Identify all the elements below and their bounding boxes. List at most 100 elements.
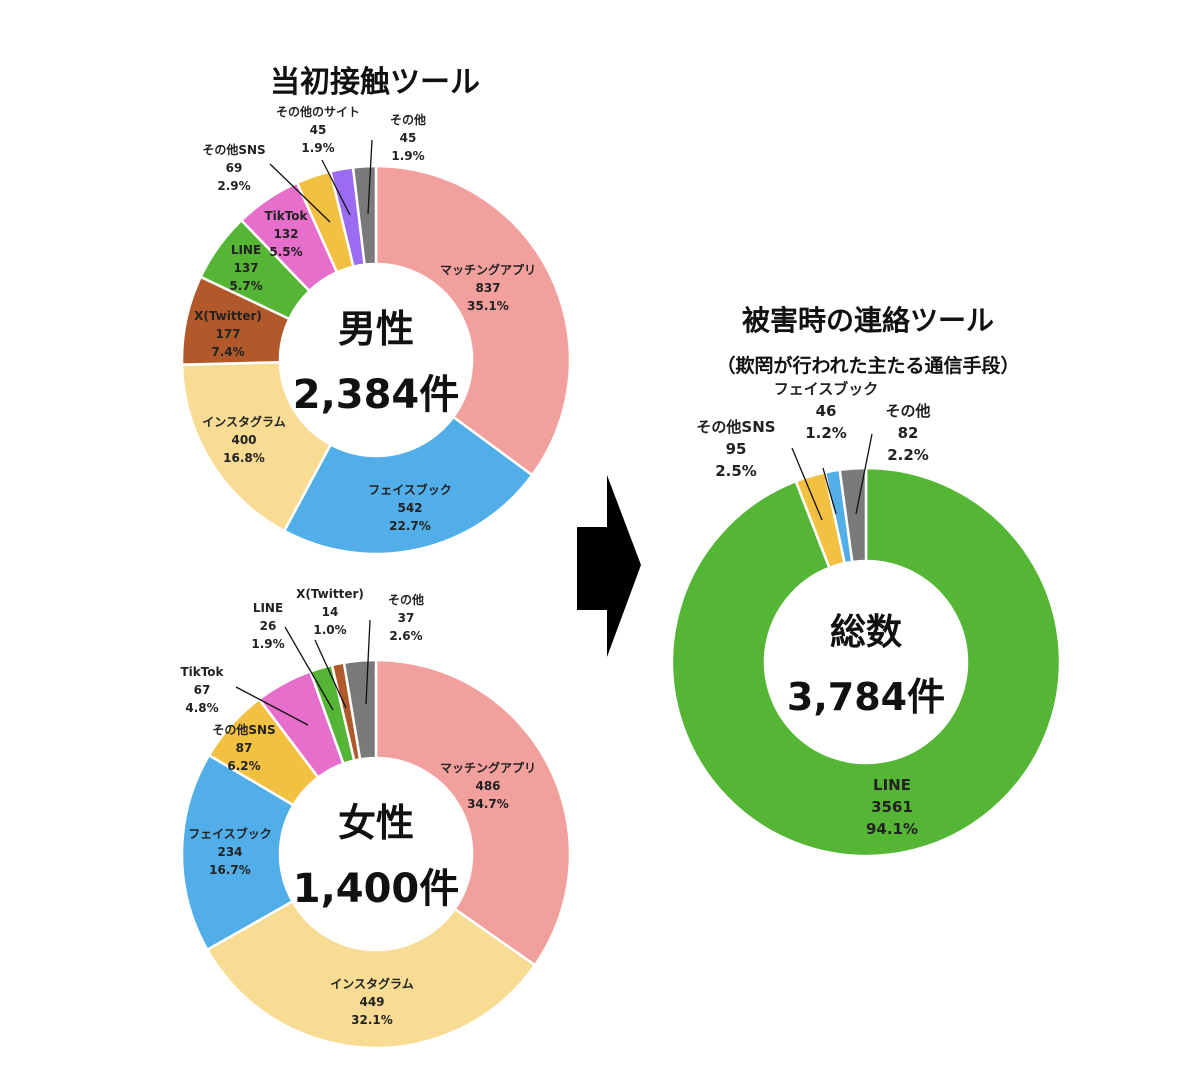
slice-label-name: LINE	[873, 776, 911, 794]
slice-label-value: 82	[898, 424, 919, 442]
slice-label-name: その他	[390, 112, 426, 127]
slice-label-percent: 94.1%	[866, 820, 918, 838]
slice-label-other-site: その他のサイト 45 1.9%	[276, 104, 360, 216]
slice-label-value: 837	[475, 281, 500, 295]
leader-line	[235, 686, 309, 726]
slice-label-name: マッチングアプリ	[440, 760, 536, 775]
slice-label-percent: 6.2%	[227, 759, 260, 773]
slice-label-percent: 4.8%	[185, 701, 218, 715]
center-label: 総数	[830, 612, 902, 653]
slice-label-other-sns: その他SNS 95 2.5%	[696, 418, 823, 521]
slice-facebook	[282, 415, 534, 556]
right-title: 被害時の連絡ツール	[742, 304, 994, 337]
left-title: 当初接触ツール	[270, 65, 480, 100]
slice-label-name: その他SNS	[696, 418, 775, 436]
leader-line	[284, 626, 334, 711]
slice-label-percent: 1.2%	[805, 424, 847, 442]
slice-label-facebook: フェイスブック 542 22.7%	[368, 482, 452, 533]
leader-line	[365, 619, 371, 705]
slice-matching-app	[374, 658, 572, 967]
slice-label-value: 37	[398, 611, 415, 625]
slice-label-name: X(Twitter)	[296, 587, 364, 601]
slice-label-name: X(Twitter)	[194, 309, 262, 323]
slice-other	[838, 466, 868, 564]
slice-label-percent: 2.9%	[217, 179, 250, 193]
slice-facebook	[180, 753, 296, 952]
slice-label-name: インスタグラム	[202, 414, 285, 429]
slice-label-value: 3561	[871, 798, 913, 816]
slice-label-percent: 5.5%	[269, 245, 302, 259]
slice-label-percent: 2.2%	[887, 446, 929, 464]
slice-label-name: その他SNS	[212, 722, 275, 737]
slice-label-other-sns: その他SNS 87 6.2%	[212, 722, 275, 773]
slice-label-percent: 35.1%	[467, 299, 509, 313]
slice-label-name: マッチングアプリ	[440, 262, 536, 277]
slice-label-percent: 1.9%	[251, 637, 284, 651]
slice-label-percent: 1.0%	[313, 623, 346, 637]
slice-label-value: 14	[322, 605, 339, 619]
slice-label-name: フェイスブック	[774, 380, 879, 398]
slice-label-value: 542	[397, 501, 422, 515]
leader-line	[269, 163, 331, 223]
slice-label-value: 45	[400, 131, 417, 145]
slice-label-value: 234	[217, 845, 242, 859]
slice-label-percent: 2.6%	[389, 629, 422, 643]
slice-label-percent: 2.5%	[715, 462, 757, 480]
slice-label-percent: 22.7%	[389, 519, 431, 533]
slice-label-line: LINE 3561 94.1%	[866, 776, 918, 838]
slice-label-percent: 16.7%	[209, 863, 251, 877]
slice-label-matching-app: マッチングアプリ 486 34.7%	[440, 760, 536, 811]
donut-chart-total: 総数 3,784件 LINE 3561 94.1% その他SNS 95 2.5% フェイスブック…	[670, 380, 1062, 858]
slice-label-name: その他SNS	[202, 142, 265, 157]
slice-label-percent: 1.9%	[301, 141, 334, 155]
slice-label-value: 132	[273, 227, 298, 241]
slice-label-line: LINE 26 1.9%	[251, 601, 334, 711]
center-label: 女性	[338, 801, 414, 845]
slice-label-value: 69	[226, 161, 243, 175]
slice-other	[342, 658, 378, 761]
center-total: 1,400件	[293, 866, 460, 912]
slice-instagram	[180, 360, 333, 533]
slice-label-x-twitter: X(Twitter) 14 1.0%	[296, 587, 364, 709]
slice-label-name: フェイスブック	[188, 826, 272, 841]
slice-label-value: 67	[194, 683, 211, 697]
donut-chart-male: 男性 2,384件 マッチングアプリ 837 35.1% フェイスブック 542 22.7% イ…	[180, 104, 572, 556]
slice-label-value: 449	[359, 995, 384, 1009]
slice-label-value: 400	[231, 433, 256, 447]
leader-line	[314, 639, 347, 709]
leader-line	[855, 433, 873, 515]
leader-line	[822, 467, 837, 515]
slice-label-value: 137	[233, 261, 258, 275]
slice-label-percent: 5.7%	[229, 279, 262, 293]
slice-label-matching-app: マッチングアプリ 837 35.1%	[440, 262, 536, 313]
slice-label-name: LINE	[231, 243, 261, 257]
slice-label-name: TikTok	[180, 665, 224, 679]
slice-label-percent: 1.9%	[391, 149, 424, 163]
leader-line	[791, 447, 823, 521]
leader-line	[321, 159, 351, 216]
right-subtitle: （欺罔が行われた主たる通信手段）	[716, 354, 1019, 377]
slice-label-tiktok: TikTok 132 5.5%	[264, 209, 308, 259]
slice-label-name: その他のサイト	[276, 104, 360, 119]
slice-label-percent: 7.4%	[211, 345, 244, 359]
center-label: 男性	[338, 307, 414, 351]
slice-label-name: フェイスブック	[368, 482, 452, 497]
slice-label-other: その他 82 2.2%	[855, 402, 931, 515]
slice-label-facebook: フェイスブック 46 1.2%	[774, 380, 879, 515]
slice-instagram	[205, 899, 537, 1050]
center-total: 2,384件	[293, 372, 460, 418]
slice-label-other: その他 45 1.9%	[367, 112, 426, 215]
right-arrow-icon	[577, 475, 641, 657]
slice-label-instagram: インスタグラム 400 16.8%	[202, 414, 285, 465]
leader-line	[367, 139, 373, 215]
slice-label-instagram: インスタグラム 449 32.1%	[330, 976, 413, 1027]
slice-label-name: LINE	[253, 601, 283, 615]
slice-label-value: 486	[475, 779, 500, 793]
slice-label-name: TikTok	[264, 209, 308, 223]
slice-matching-app	[374, 164, 572, 477]
center-total: 3,784件	[787, 675, 945, 719]
slice-label-tiktok: TikTok 67 4.8%	[180, 665, 309, 726]
slice-label-value: 87	[236, 741, 253, 755]
slice-other	[351, 164, 378, 267]
slice-label-value: 177	[215, 327, 240, 341]
